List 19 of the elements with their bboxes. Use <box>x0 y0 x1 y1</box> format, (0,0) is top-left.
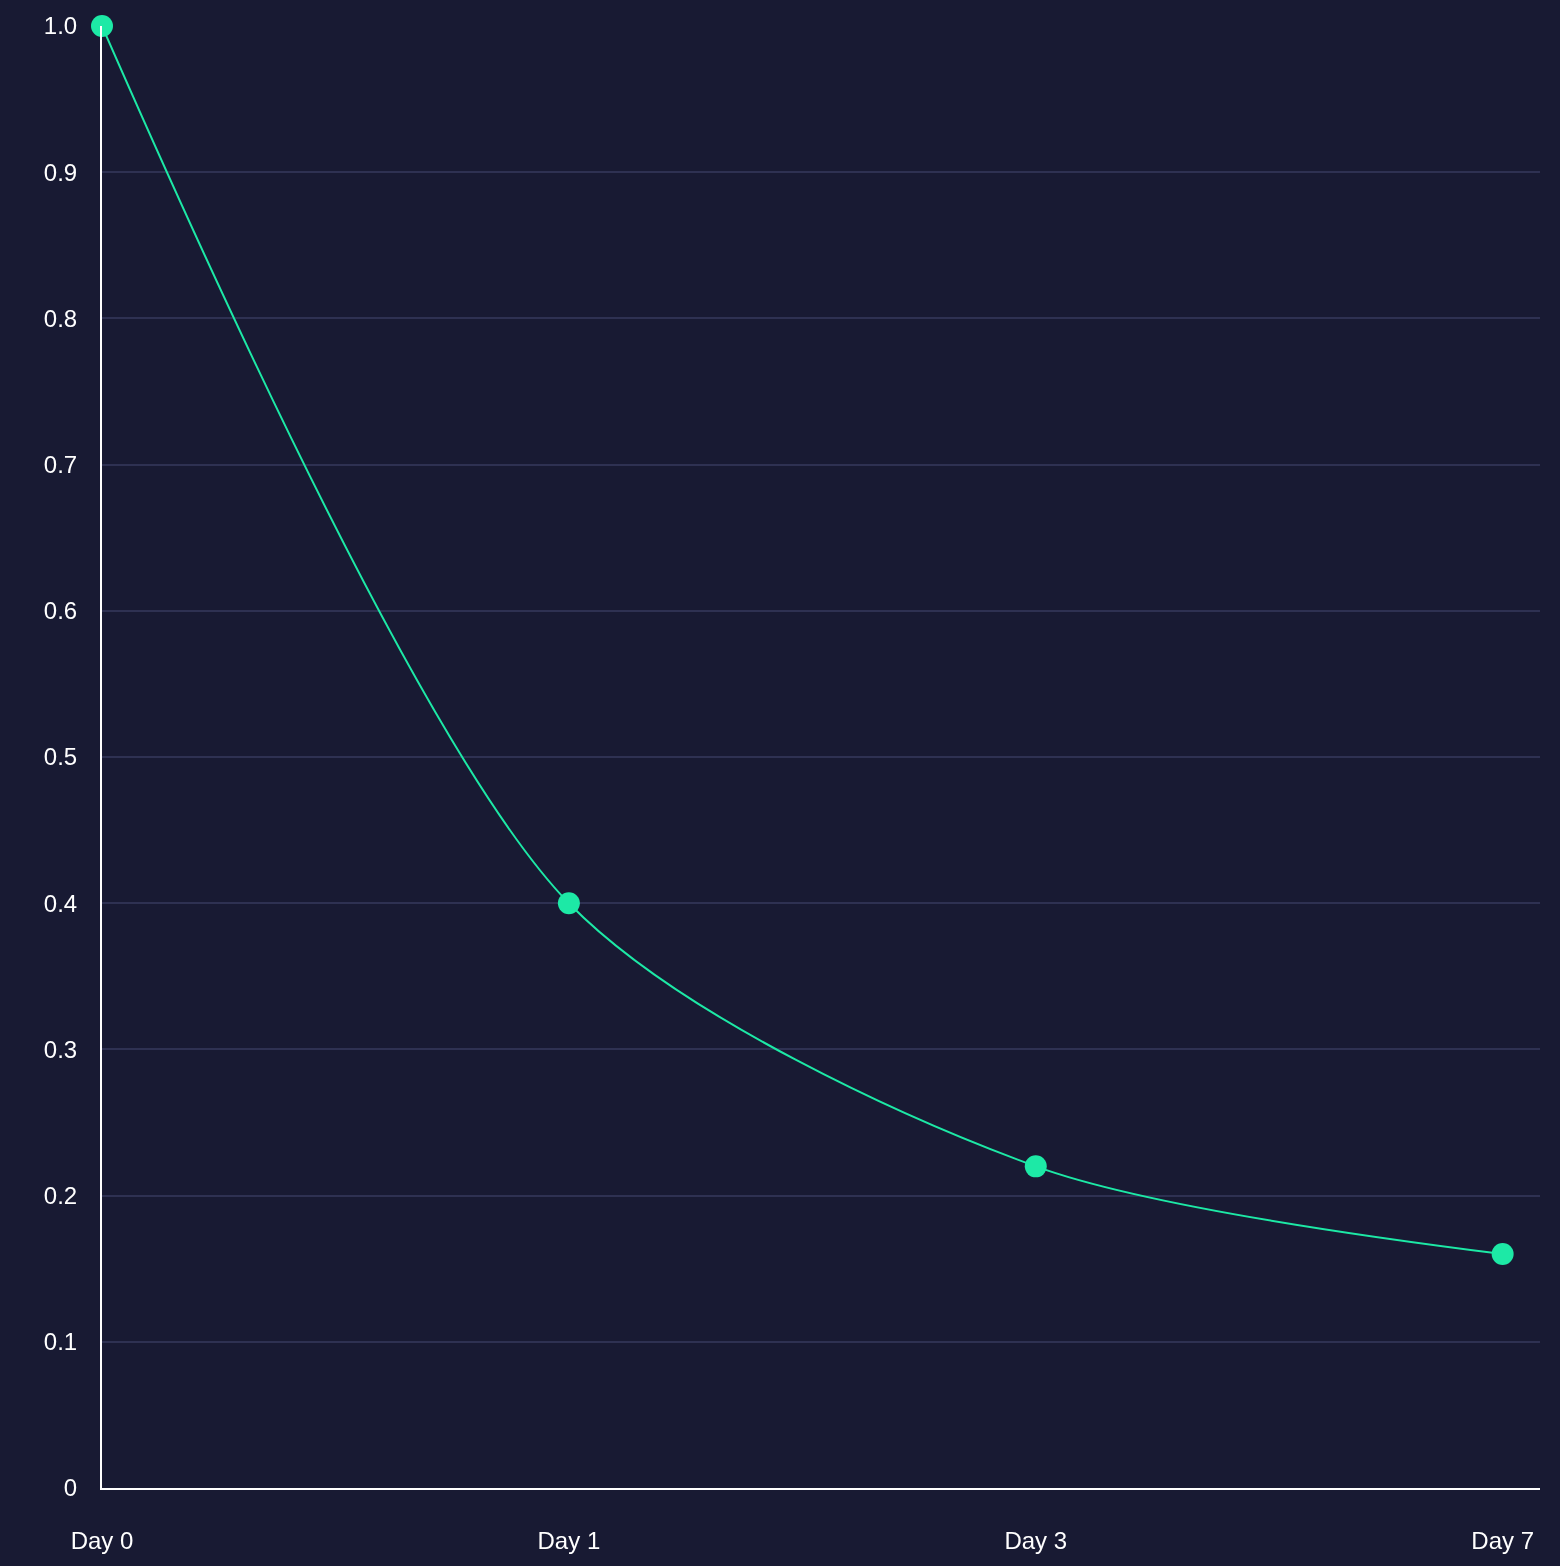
x-tick-label: Day 0 <box>70 1526 134 1554</box>
y-tick-label: 0.1 <box>43 1328 78 1356</box>
y-tick-label: 0.4 <box>43 889 78 917</box>
y-tick-label: 0.9 <box>43 158 78 186</box>
x-tick-label: Day 7 <box>1471 1526 1534 1554</box>
point <box>91 15 113 37</box>
y-tick-label: 0 <box>63 1474 78 1502</box>
x-tick-label: Day 3 <box>1004 1526 1068 1554</box>
y-tick-label: 0.2 <box>43 1182 78 1209</box>
x-tick-label: Day 1 <box>537 1526 601 1554</box>
y-tick-label: 0.6 <box>43 597 78 625</box>
y-tick-label: 0.3 <box>43 1035 78 1063</box>
y-tick-label: 0.7 <box>43 451 78 478</box>
point <box>557 892 580 915</box>
point <box>1024 1155 1047 1178</box>
y-tick-label: 0.8 <box>43 304 78 332</box>
point <box>1491 1243 1514 1266</box>
y-tick-label: 1.0 <box>43 12 78 40</box>
y-tick-label: 0.5 <box>43 743 78 771</box>
